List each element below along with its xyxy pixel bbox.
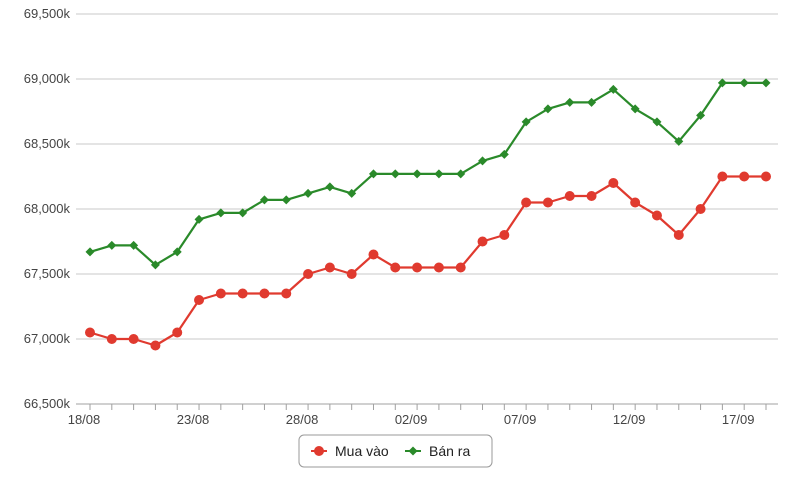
data-point[interactable] xyxy=(542,197,553,208)
legend-marker xyxy=(314,446,324,456)
data-point[interactable] xyxy=(739,171,750,182)
data-point[interactable] xyxy=(238,208,248,218)
data-point[interactable] xyxy=(499,230,510,240)
data-point[interactable] xyxy=(478,156,488,166)
data-point[interactable] xyxy=(107,240,117,250)
data-point[interactable] xyxy=(216,208,226,218)
data-point[interactable] xyxy=(194,214,204,224)
data-point[interactable] xyxy=(106,334,117,344)
series-line xyxy=(89,175,766,347)
legend-label: Bán ra xyxy=(429,443,470,459)
data-point[interactable] xyxy=(303,188,313,198)
x-tick-label: 18/08 xyxy=(68,412,101,427)
data-point[interactable] xyxy=(325,182,335,192)
data-point[interactable] xyxy=(674,136,684,146)
data-point[interactable] xyxy=(717,78,727,88)
data-point[interactable] xyxy=(172,247,182,257)
data-point[interactable] xyxy=(324,262,335,273)
data-point[interactable] xyxy=(761,78,771,88)
data-point[interactable] xyxy=(346,269,357,279)
data-point[interactable] xyxy=(695,204,706,214)
x-axis: 18/08 23/08 28/08 02/09 07/09 12/09 17/09 xyxy=(68,403,778,427)
y-tick-label: 68,000k xyxy=(24,201,71,216)
series-mua-vao xyxy=(85,171,771,351)
data-point[interactable] xyxy=(433,262,444,273)
data-point[interactable] xyxy=(651,210,662,221)
data-point[interactable] xyxy=(717,171,728,182)
legend-box xyxy=(298,434,493,468)
data-point[interactable] xyxy=(215,288,226,299)
x-tick-label: 02/09 xyxy=(395,412,428,427)
data-point[interactable] xyxy=(673,230,684,240)
data-point[interactable] xyxy=(761,171,771,182)
legend-item-mua-vao[interactable]: Mua vào xyxy=(311,443,389,459)
data-point[interactable] xyxy=(368,249,379,260)
data-point[interactable] xyxy=(521,197,532,208)
x-tick-label: 17/09 xyxy=(722,412,755,427)
data-point[interactable] xyxy=(543,104,553,114)
y-tick-label: 69,000k xyxy=(24,71,71,86)
x-tick-label: 28/08 xyxy=(286,412,319,427)
data-point[interactable] xyxy=(630,197,641,208)
data-point[interactable] xyxy=(456,169,466,179)
y-tick-label: 67,000k xyxy=(24,331,71,346)
data-point[interactable] xyxy=(150,260,160,270)
y-tick-label: 66,500k xyxy=(24,396,71,411)
data-point[interactable] xyxy=(259,288,270,299)
data-point[interactable] xyxy=(259,195,269,205)
legend[interactable]: Mua vào Bán ra xyxy=(298,434,493,468)
data-point[interactable] xyxy=(608,178,619,188)
data-point[interactable] xyxy=(237,288,248,299)
data-point[interactable] xyxy=(347,188,357,198)
data-point[interactable] xyxy=(172,327,183,338)
series-line xyxy=(89,81,766,266)
data-point[interactable] xyxy=(390,169,400,179)
legend-marker xyxy=(408,446,418,456)
legend-label: Mua vào xyxy=(335,443,389,459)
x-tick-label: 23/08 xyxy=(177,412,210,427)
data-point[interactable] xyxy=(608,84,618,94)
data-point[interactable] xyxy=(521,117,531,127)
y-tick-label: 68,500k xyxy=(24,136,71,151)
data-point[interactable] xyxy=(85,327,95,338)
data-point[interactable] xyxy=(499,149,509,159)
data-point[interactable] xyxy=(630,104,640,114)
data-point[interactable] xyxy=(587,97,597,107)
y-axis-tick-labels: 66,500k 67,000k 67,500k 68,000k 68,500k 69,00… xyxy=(24,6,71,411)
y-tick-label: 67,500k xyxy=(24,266,71,281)
data-point[interactable] xyxy=(455,262,466,273)
y-tick-label: 69,500k xyxy=(24,6,71,21)
data-point[interactable] xyxy=(129,240,139,250)
data-point[interactable] xyxy=(281,195,291,205)
data-point[interactable] xyxy=(434,169,444,179)
data-point[interactable] xyxy=(564,191,575,201)
data-point[interactable] xyxy=(412,262,423,273)
series-group xyxy=(85,78,771,351)
data-point[interactable] xyxy=(281,288,292,299)
data-point[interactable] xyxy=(477,236,488,247)
x-tick-label: 07/09 xyxy=(504,412,537,427)
legend-item-ban-ra[interactable]: Bán ra xyxy=(405,443,470,459)
data-point[interactable] xyxy=(390,262,401,273)
data-point[interactable] xyxy=(652,117,662,127)
data-point[interactable] xyxy=(194,295,205,305)
data-point[interactable] xyxy=(739,78,749,88)
grid-lines xyxy=(76,13,778,340)
series-ban-ra xyxy=(85,78,771,270)
data-point[interactable] xyxy=(128,334,139,344)
data-point[interactable] xyxy=(303,269,314,279)
data-point[interactable] xyxy=(565,97,575,107)
data-point[interactable] xyxy=(150,340,161,351)
data-point[interactable] xyxy=(85,247,95,257)
x-tick-label: 12/09 xyxy=(613,412,646,427)
data-point[interactable] xyxy=(412,169,422,179)
data-point[interactable] xyxy=(586,191,597,201)
data-point[interactable] xyxy=(368,169,378,179)
data-point[interactable] xyxy=(696,110,706,120)
